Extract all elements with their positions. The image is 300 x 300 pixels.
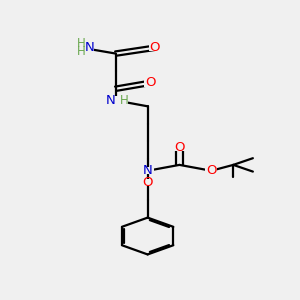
Text: O: O (150, 41, 160, 54)
Text: N: N (85, 41, 94, 54)
FancyBboxPatch shape (149, 44, 161, 51)
Text: H: H (77, 37, 86, 50)
Text: N: N (106, 94, 116, 107)
Text: O: O (174, 141, 185, 154)
Text: H: H (77, 45, 86, 58)
FancyBboxPatch shape (144, 79, 156, 87)
FancyBboxPatch shape (173, 144, 186, 151)
Text: O: O (142, 176, 153, 189)
FancyBboxPatch shape (205, 167, 218, 174)
FancyBboxPatch shape (142, 179, 154, 186)
Text: H: H (120, 94, 129, 107)
Text: N: N (143, 164, 152, 177)
FancyBboxPatch shape (69, 42, 94, 54)
FancyBboxPatch shape (142, 167, 154, 174)
Text: O: O (206, 164, 217, 177)
FancyBboxPatch shape (103, 96, 128, 104)
Text: O: O (145, 76, 155, 89)
